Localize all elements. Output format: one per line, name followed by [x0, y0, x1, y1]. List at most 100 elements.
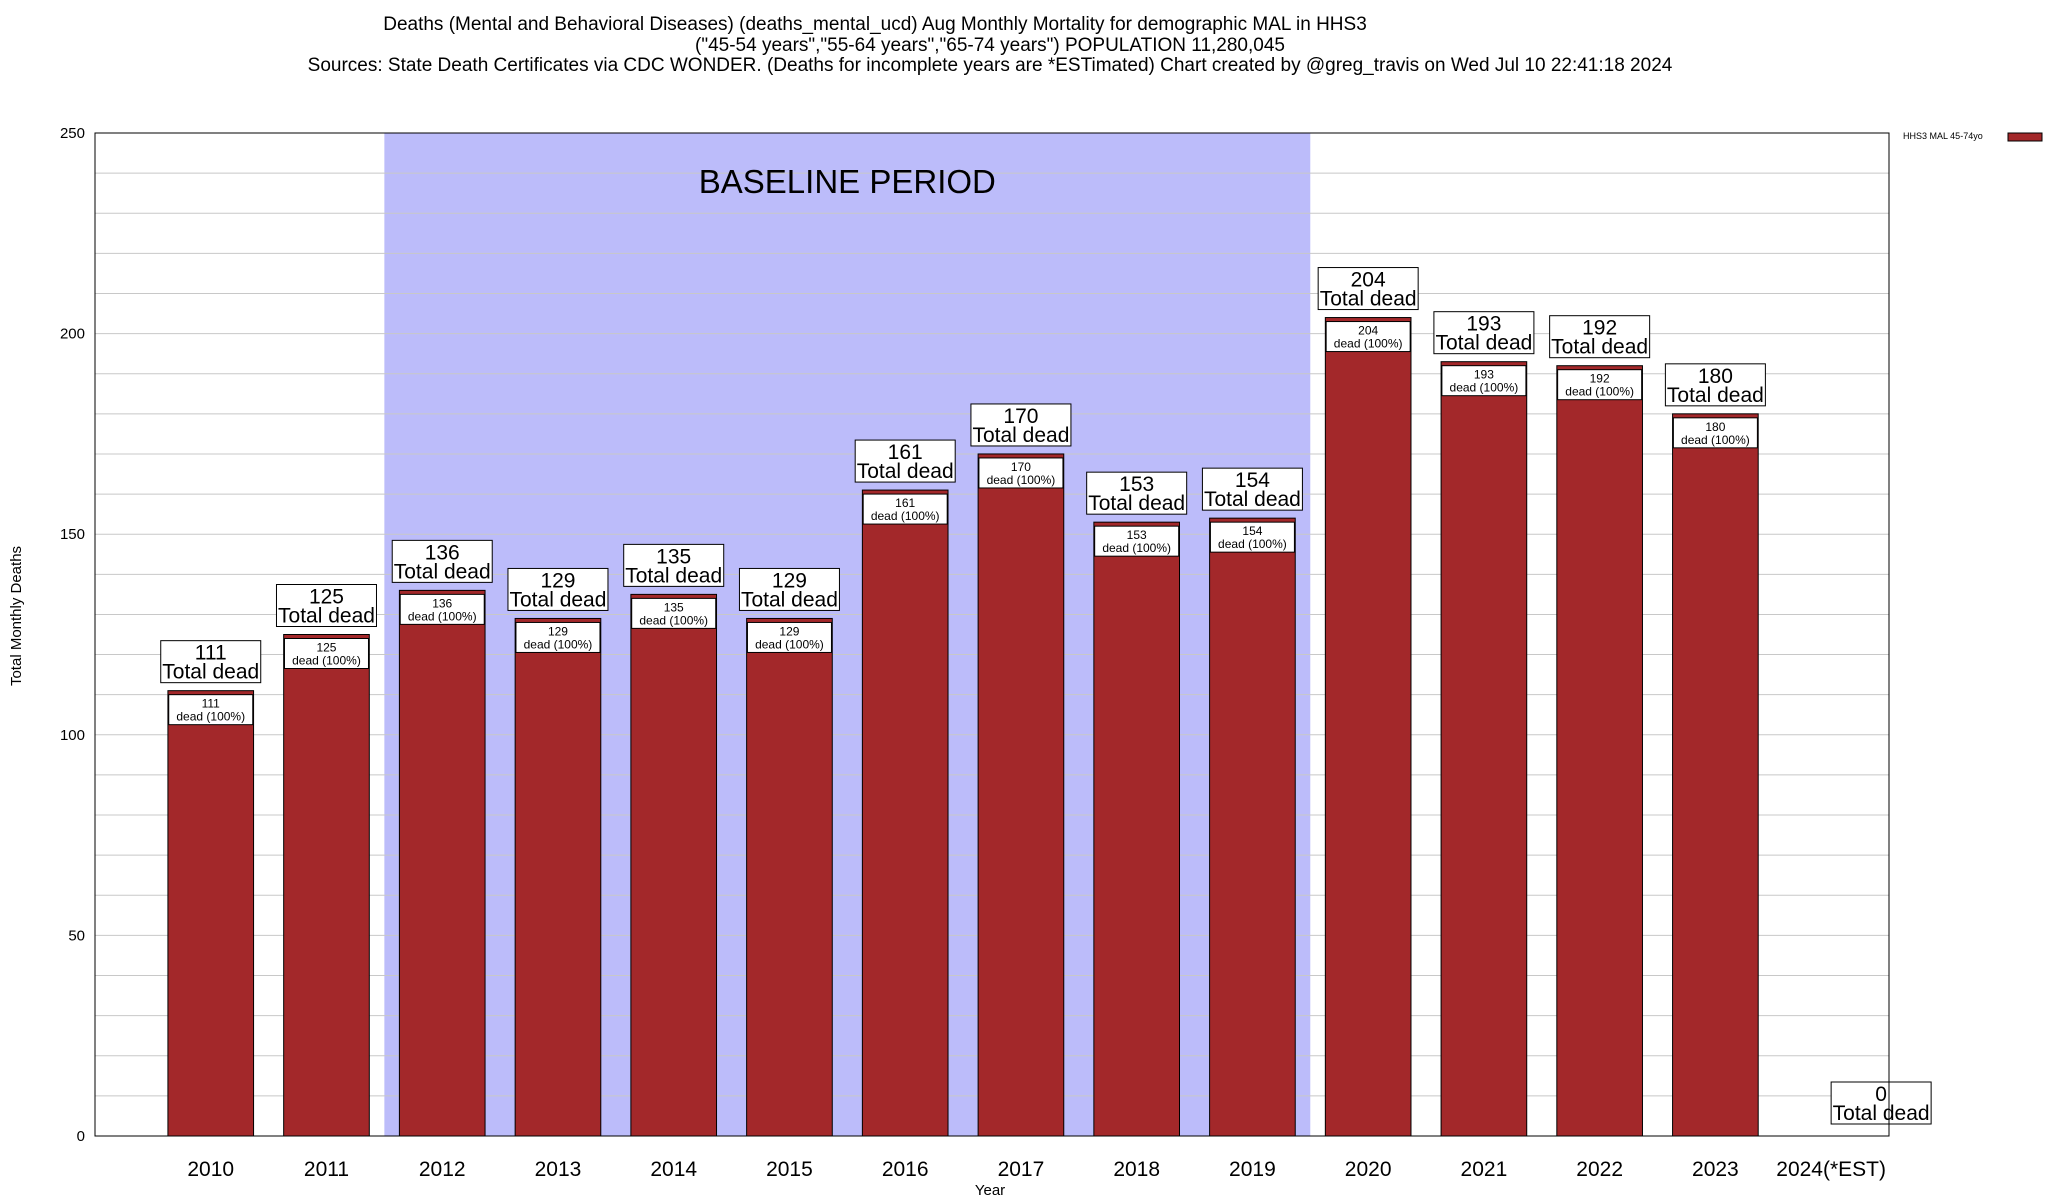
x-tick-label: 2022: [1576, 1158, 1623, 1181]
bar-inner-label-box: [1672, 417, 1758, 449]
x-tick-label: 2020: [1345, 1158, 1392, 1181]
x-tick-label: 2014: [650, 1158, 697, 1181]
title-line-3: Sources: State Death Certificates via CD…: [308, 55, 1673, 76]
bar-inner-label-value: 153: [1127, 528, 1147, 542]
bar: [746, 617, 833, 1137]
bar-top-label-value: 180: [1698, 365, 1733, 388]
bar-top-label-box: [623, 543, 725, 587]
bar-top-label-box: [1086, 471, 1188, 515]
legend-swatch: [2007, 132, 2043, 142]
bar-inner-label-value: 154: [1242, 524, 1262, 538]
bar-inner-label-text: dead (100%): [1218, 537, 1287, 551]
bar-top-label-value: 153: [1119, 473, 1154, 496]
bar-inner-label-text: dead (100%): [1334, 337, 1403, 351]
bar-inner-label-text: dead (100%): [639, 613, 708, 627]
x-axis-title: Year: [975, 1182, 1005, 1199]
bar-top-label-text: Total dead: [972, 424, 1069, 447]
bar-inner-label-box: [631, 597, 717, 629]
bar: [514, 617, 602, 1137]
bar-inner-label-text: dead (100%): [1565, 385, 1634, 399]
bar-top-label-value: 136: [425, 541, 460, 564]
bar-top-label-value: 111: [195, 642, 227, 665]
bar-inner-label-text: dead (100%): [1681, 433, 1750, 447]
bar-top-label-text: Total dead: [1551, 336, 1648, 359]
x-tick-label: 2016: [882, 1158, 929, 1181]
y-axis-title: Total Monthly Deaths: [8, 546, 25, 686]
bar-top-label-text: Total dead: [278, 605, 375, 628]
bar-top-label-box: [1201, 467, 1303, 511]
bar-top-label-text: Total dead: [1667, 384, 1764, 407]
x-tick-label: 2021: [1461, 1158, 1508, 1181]
bar-top-label-value: 129: [540, 569, 575, 592]
bar-inner-label-box: [1441, 365, 1527, 397]
bar: [1440, 361, 1528, 1137]
bar-top-label-value: 204: [1351, 269, 1386, 292]
bar-top-label-box: [160, 640, 262, 684]
bar-top-label-text: Total dead: [625, 564, 722, 587]
bar-inner-label-box: [978, 457, 1064, 489]
x-tick-label: 2011: [304, 1158, 349, 1181]
bar-top-label-text: Total dead: [857, 460, 954, 483]
legend: HHS3 MAL 45-74yo: [1903, 131, 2043, 142]
bar: [167, 690, 255, 1137]
bar: [1556, 365, 1643, 1137]
baseline-period-label: BASELINE PERIOD: [699, 163, 996, 200]
bar: [398, 589, 486, 1137]
x-tick-label: 2019: [1229, 1158, 1276, 1181]
bar-inner-label-box: [283, 638, 369, 669]
bar: [1672, 413, 1759, 1137]
bar-top-label-text: Total dead: [510, 588, 607, 611]
bar-top-label-text: Total dead: [1435, 332, 1532, 355]
bar-inner-label-text: dead (100%): [1450, 381, 1519, 395]
bar-inner-label-value: 204: [1358, 324, 1378, 338]
bar-inner-label-value: 170: [1011, 460, 1031, 474]
bar-top-label-text: Total dead: [162, 661, 259, 684]
bar-inner-label-box: [1325, 321, 1411, 353]
bar-inner-label-box: [862, 493, 948, 525]
bar-top-label-value: 192: [1582, 317, 1617, 340]
y-tick-label: 50: [68, 927, 85, 944]
bar-top-label-box: [854, 439, 956, 483]
x-tick-label: 2017: [998, 1158, 1045, 1181]
bar-inner-label-text: dead (100%): [408, 609, 477, 623]
bar-inner-label-value: 125: [316, 641, 336, 655]
bar-inner-label-text: dead (100%): [176, 710, 245, 724]
bar-top-label-value: 125: [309, 586, 344, 609]
bar-inner-label-value: 136: [432, 596, 452, 610]
bar-top-label-value: 129: [772, 569, 807, 592]
bar: [1324, 317, 1412, 1137]
bar: [630, 593, 718, 1137]
x-tick-label: 2010: [187, 1158, 234, 1181]
bar-top-label-box: [507, 567, 609, 611]
bar-inner-label-box: [515, 621, 601, 653]
bar-inner-label-text: dead (100%): [755, 637, 824, 651]
bar: [283, 634, 370, 1137]
legend-label: HHS3 MAL 45-74yo: [1903, 131, 1983, 141]
plot-frame: [94, 132, 1890, 1137]
bar-top-label-box: [1664, 363, 1766, 407]
bar-inner-label-box: [1209, 521, 1295, 553]
bar-top-label-value: 0: [1875, 1083, 1887, 1106]
bar-inner-label-text: dead (100%): [987, 473, 1056, 487]
x-axis-labels: 2010 2011 2012 2013 2014 2015 2016 2017 2018 2019…: [187, 1158, 1886, 1181]
chart-title: Deaths (Mental and Behavioral Diseases) …: [308, 14, 1673, 76]
x-tick-label: 2012: [419, 1158, 466, 1181]
bar-inner-label-value: 180: [1705, 420, 1725, 434]
bar-inner-label-box: [1557, 369, 1643, 401]
bar-top-label-text: Total dead: [1320, 288, 1417, 311]
bar-top-label-value: 170: [1003, 405, 1038, 428]
x-tick-label: 2018: [1113, 1158, 1160, 1181]
bar-inner-label-text: dead (100%): [871, 509, 940, 523]
bar-inner-label-text: dead (100%): [1102, 541, 1171, 555]
x-tick-label: 2013: [535, 1158, 582, 1181]
bar-inner-label-text: dead (100%): [524, 637, 593, 651]
bar-top-label-box: [1433, 311, 1535, 355]
y-tick-label: 0: [77, 1128, 85, 1145]
x-tick-label: 2023: [1692, 1158, 1739, 1181]
bar: [977, 453, 1065, 1137]
bar-inner-label-value: 192: [1590, 372, 1610, 386]
bar-inner-label-box: [746, 621, 832, 653]
bar-top-label-text: Total dead: [1088, 492, 1185, 515]
